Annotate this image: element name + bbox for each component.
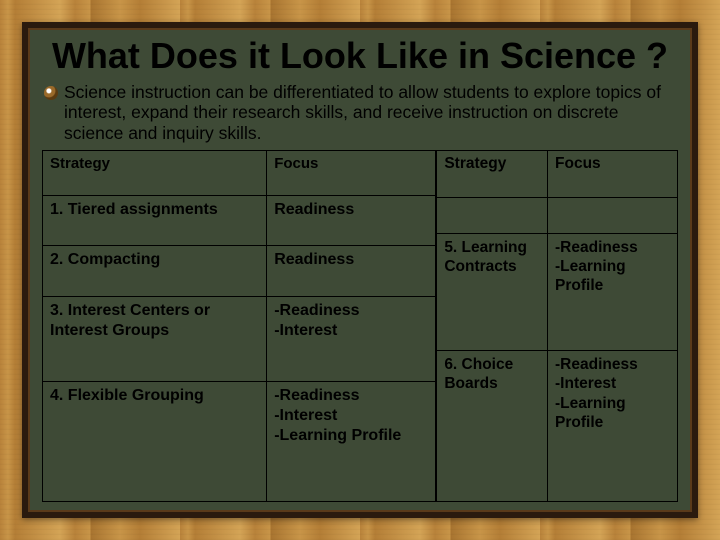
- cell-empty: [437, 197, 548, 233]
- cell-empty: [548, 197, 678, 233]
- cell-strategy: 2. Compacting: [43, 246, 267, 296]
- cell-strategy: 4. Flexible Grouping: [43, 381, 267, 501]
- slide-title: What Does it Look Like in Science ?: [42, 36, 678, 76]
- table-header-row: Strategy Focus: [437, 150, 678, 197]
- cell-strategy: 6. Choice Boards: [437, 350, 548, 501]
- cell-focus: -Readiness -Interest: [267, 296, 436, 381]
- cell-focus: Readiness: [267, 246, 436, 296]
- table-row: 6. Choice Boards -Readiness -Interest -L…: [437, 350, 678, 501]
- col-header-focus: Focus: [548, 150, 678, 197]
- tables-container: Strategy Focus 1. Tiered assignments Rea…: [42, 150, 678, 502]
- cell-focus: -Readiness -Interest -Learning Profile: [548, 350, 678, 501]
- col-header-strategy: Strategy: [43, 150, 267, 195]
- intro-text: Science instruction can be differentiate…: [64, 82, 676, 144]
- col-header-strategy: Strategy: [437, 150, 548, 197]
- table-row: 4. Flexible Grouping -Readiness -Interes…: [43, 381, 436, 501]
- strategies-table-left: Strategy Focus 1. Tiered assignments Rea…: [42, 150, 436, 502]
- table-row: 1. Tiered assignments Readiness: [43, 195, 436, 245]
- cell-focus: -Readiness -Interest -Learning Profile: [267, 381, 436, 501]
- strategies-table-right: Strategy Focus 5. Learning Contracts -Re…: [436, 150, 678, 502]
- cell-focus: -Readiness -Learning Profile: [548, 233, 678, 350]
- intro-row: Science instruction can be differentiate…: [42, 82, 678, 144]
- cell-strategy: 3. Interest Centers or Interest Groups: [43, 296, 267, 381]
- cell-strategy: 5. Learning Contracts: [437, 233, 548, 350]
- cell-strategy: 1. Tiered assignments: [43, 195, 267, 245]
- col-header-focus: Focus: [267, 150, 436, 195]
- chalkboard-panel: What Does it Look Like in Science ? Scie…: [22, 22, 698, 518]
- table-row: 3. Interest Centers or Interest Groups -…: [43, 296, 436, 381]
- table-header-row: Strategy Focus: [43, 150, 436, 195]
- cell-focus: Readiness: [267, 195, 436, 245]
- table-row: 2. Compacting Readiness: [43, 246, 436, 296]
- table-row: 5. Learning Contracts -Readiness -Learni…: [437, 233, 678, 350]
- table-row-empty: [437, 197, 678, 233]
- bullet-icon: [44, 86, 58, 100]
